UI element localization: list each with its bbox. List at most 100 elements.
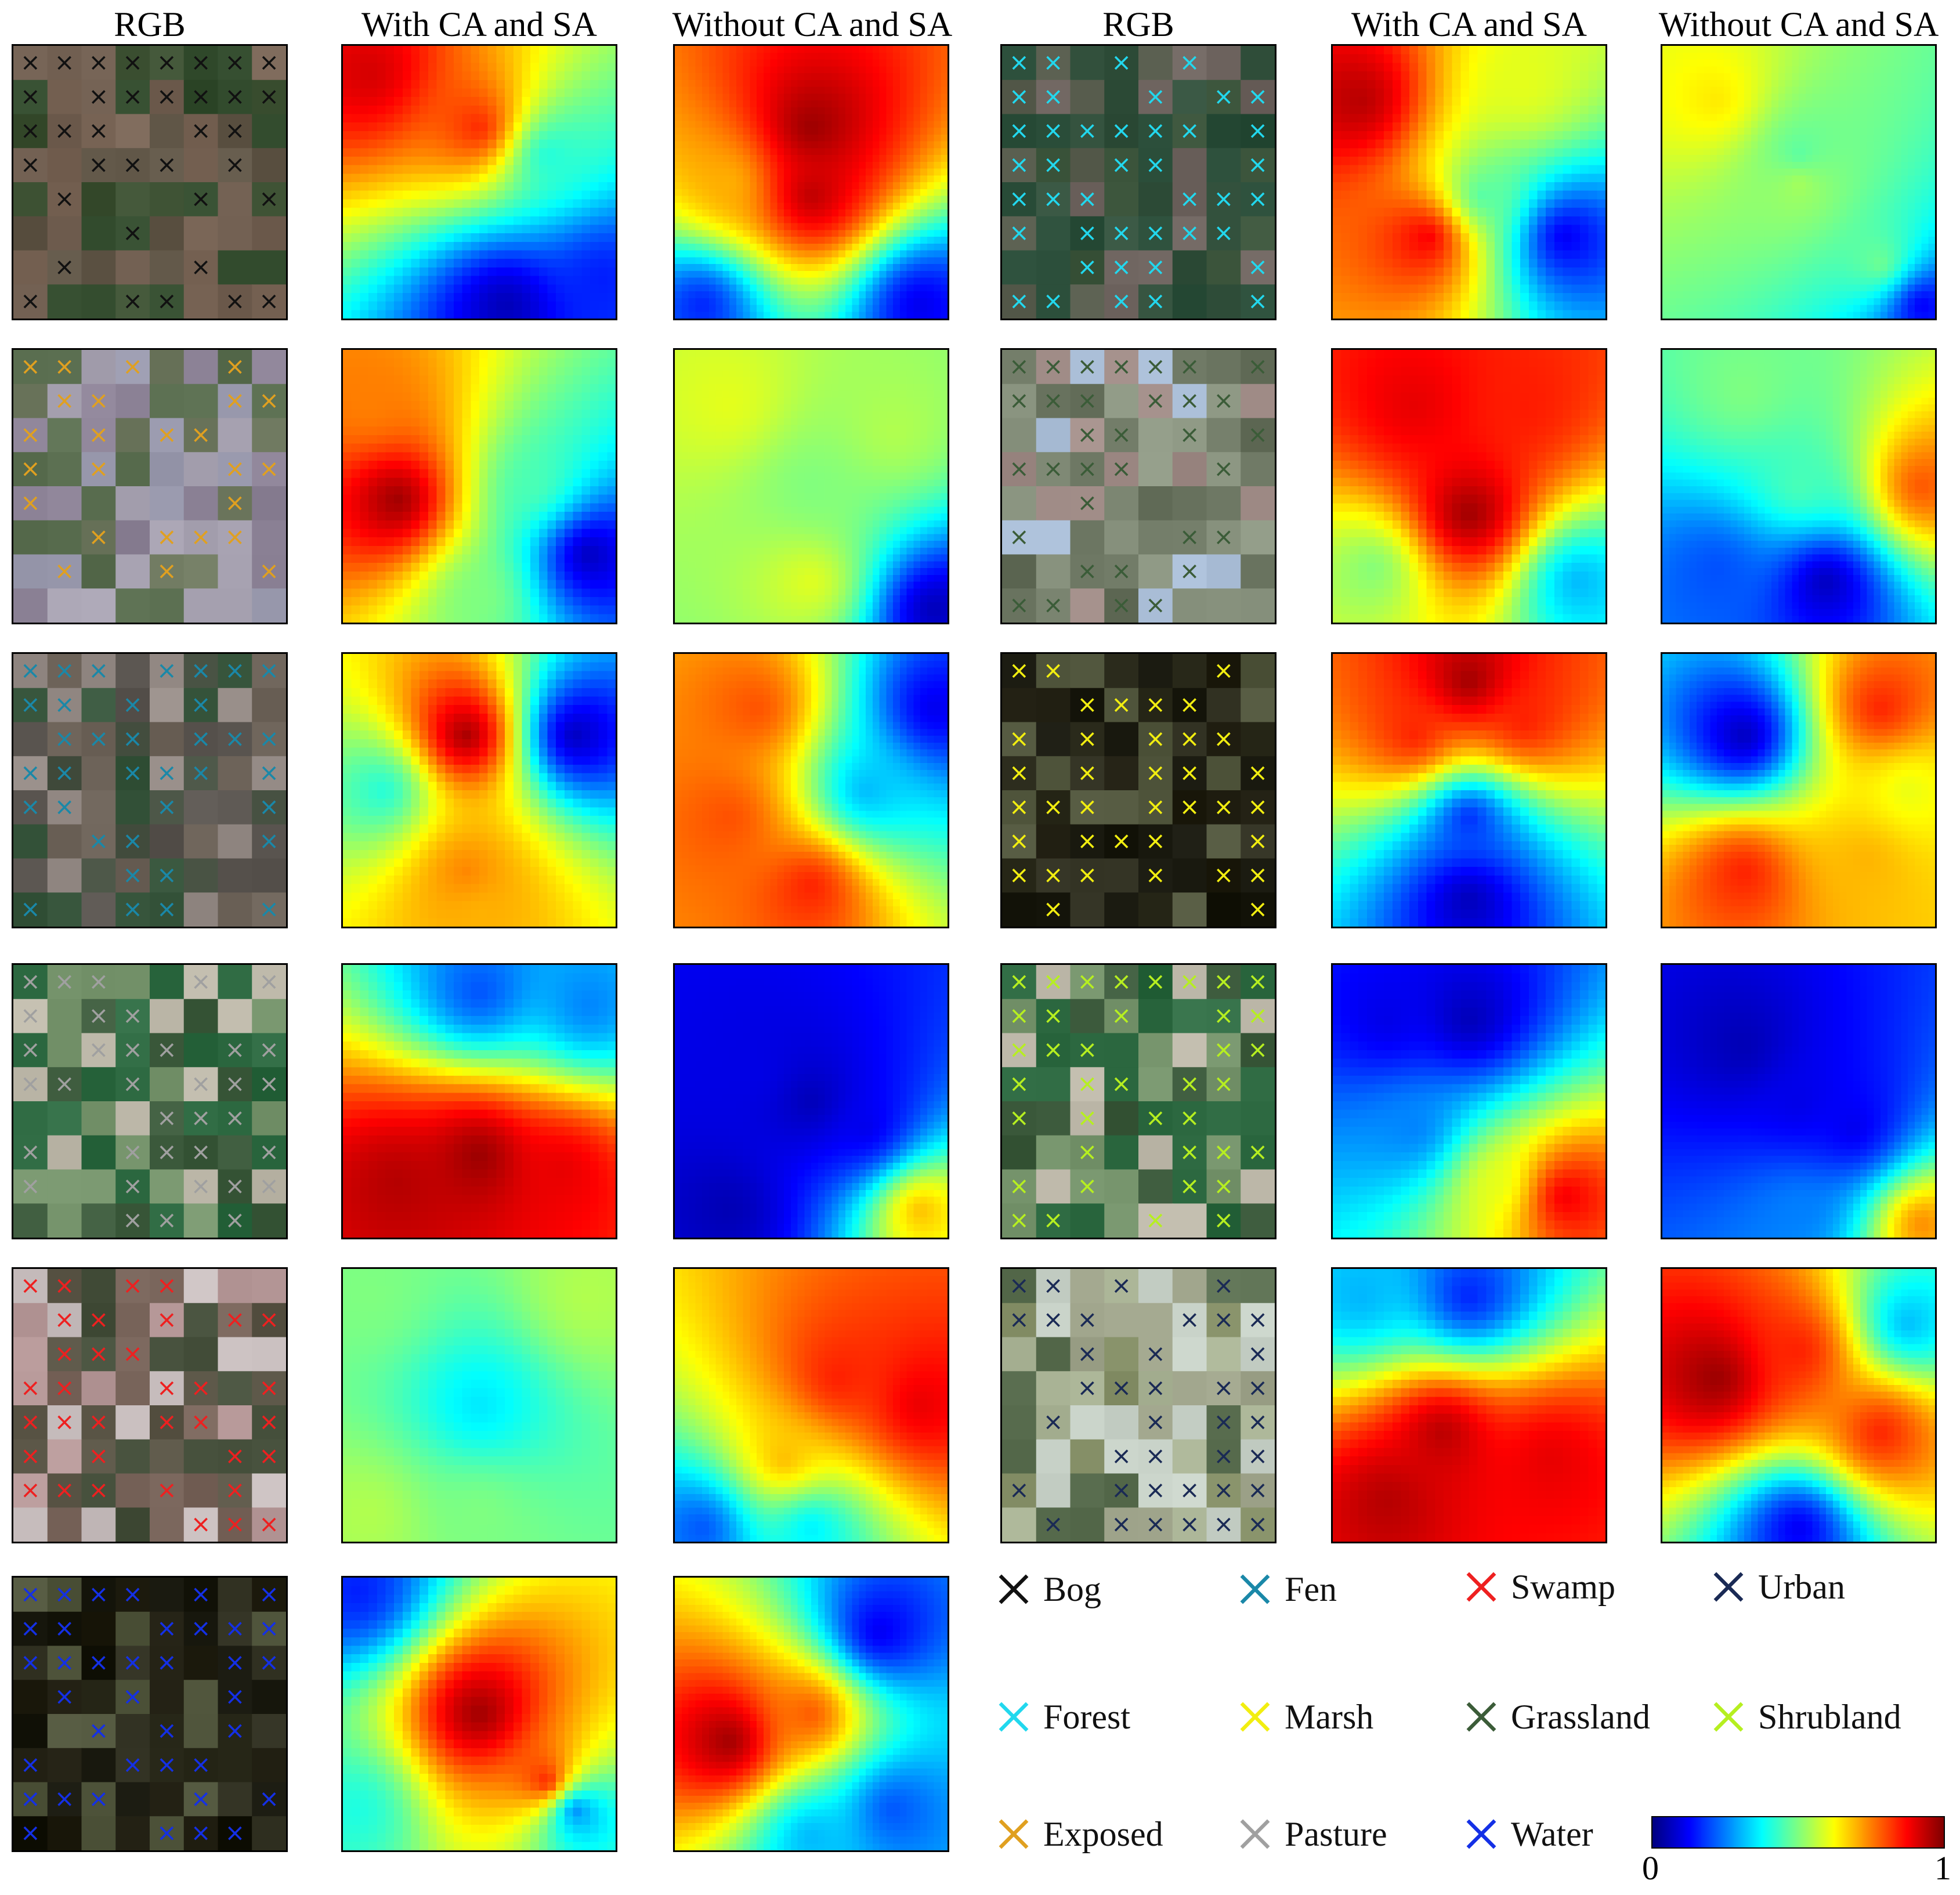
heatmap-with-ca-sa-marsh [1331,652,1607,928]
legend-label: Water [1511,1814,1593,1853]
sample-marker [1046,124,1060,138]
sample-marker [262,1517,276,1532]
cross-icon [999,1702,1029,1732]
sample-marker [23,766,38,780]
sample-marker [228,732,242,746]
header-without-right: Without CA and SA [1658,5,1939,44]
sample-marker [228,394,242,408]
sample-marker [23,1009,38,1023]
legend-label: Exposed [1043,1814,1163,1853]
sample-marker [1080,1111,1094,1126]
sample-marker [23,664,38,678]
sample-marker [1148,294,1163,309]
sample-marker [262,902,276,917]
sample-marker [92,530,106,544]
sample-marker [1046,56,1060,70]
colorbar [1651,1816,1945,1849]
sample-marker [57,698,71,712]
sample-marker [1217,1180,1231,1194]
sample-marker [1217,1381,1231,1395]
sample-marker [1250,1347,1265,1361]
sample-marker [1114,834,1129,848]
heatmap-without-ca-sa-grassland [1661,348,1937,624]
sample-marker [262,834,276,848]
sample-marker [1114,124,1129,138]
sample-marker [92,1009,106,1023]
sample-marker [160,294,174,309]
sample-marker [1046,294,1060,309]
sample-marker [262,1043,276,1057]
sample-marker [1217,394,1231,408]
sample-marker [1080,1347,1094,1361]
rgb-panel-water [12,1576,288,1852]
sample-marker [1217,226,1231,240]
sample-marker [262,56,276,70]
sample-marker [57,1484,71,1498]
colorbar-max-label: 1 [1934,1849,1951,1887]
sample-marker [1080,698,1094,712]
sample-marker [23,1415,38,1430]
sample-marker [1182,1484,1196,1498]
legend-label: Marsh [1285,1697,1374,1736]
sample-marker [57,56,71,70]
sample-marker [1080,834,1094,848]
sample-marker [228,1484,242,1498]
sample-marker [92,1415,106,1430]
sample-marker [1148,261,1163,274]
sample-marker [1114,565,1129,578]
sample-marker [1148,124,1163,138]
sample-marker [1114,598,1129,613]
legend-label: Shrubland [1758,1697,1901,1736]
sample-marker [228,1213,242,1228]
rgb-panel-urban [1000,1267,1276,1543]
sample-marker [1046,90,1060,104]
sample-marker [160,1622,174,1636]
sample-marker [1182,428,1196,442]
sample-marker [92,1656,106,1670]
sample-marker [194,698,208,712]
sample-marker [57,766,71,780]
sample-marker [1217,732,1231,746]
sample-marker [23,1381,38,1395]
cross-icon [1466,1702,1496,1732]
sample-marker [1182,766,1196,780]
sample-marker [57,1587,71,1602]
sample-marker [160,428,174,442]
sample-marker [57,192,71,207]
sample-marker [1114,1449,1129,1463]
rgb-panel-grassland [1000,348,1276,624]
sample-marker [1250,261,1265,274]
sample-marker [1217,530,1231,544]
sample-marker [1114,1279,1129,1293]
sample-marker [228,1517,242,1532]
sample-marker [228,1826,242,1840]
heatmap-with-ca-sa-fen [341,652,617,928]
sample-marker [160,530,174,544]
sample-marker [194,90,208,104]
sample-marker [1148,90,1163,104]
sample-marker [57,732,71,746]
sample-marker [194,1381,208,1395]
sample-marker [1046,664,1060,678]
sample-marker [1250,90,1265,104]
sample-marker [194,1587,208,1602]
sample-marker [1114,1077,1129,1091]
sample-marker [160,90,174,104]
sample-marker [262,1415,276,1430]
heatmap-with-ca-sa-water [341,1576,617,1852]
sample-marker [92,394,106,408]
legend-label: Forest [1043,1697,1130,1736]
sample-marker [1012,975,1026,989]
sample-marker [1148,766,1163,780]
sample-marker [1217,90,1231,104]
sample-marker [125,1587,140,1602]
sample-marker [1012,732,1026,746]
sample-marker [194,192,208,207]
sample-marker [194,261,208,274]
sample-marker [160,1415,174,1430]
sample-marker [125,1656,140,1670]
sample-marker [160,1724,174,1738]
sample-marker [1148,834,1163,848]
heatmap-without-ca-sa-shrubland [1661,963,1937,1239]
